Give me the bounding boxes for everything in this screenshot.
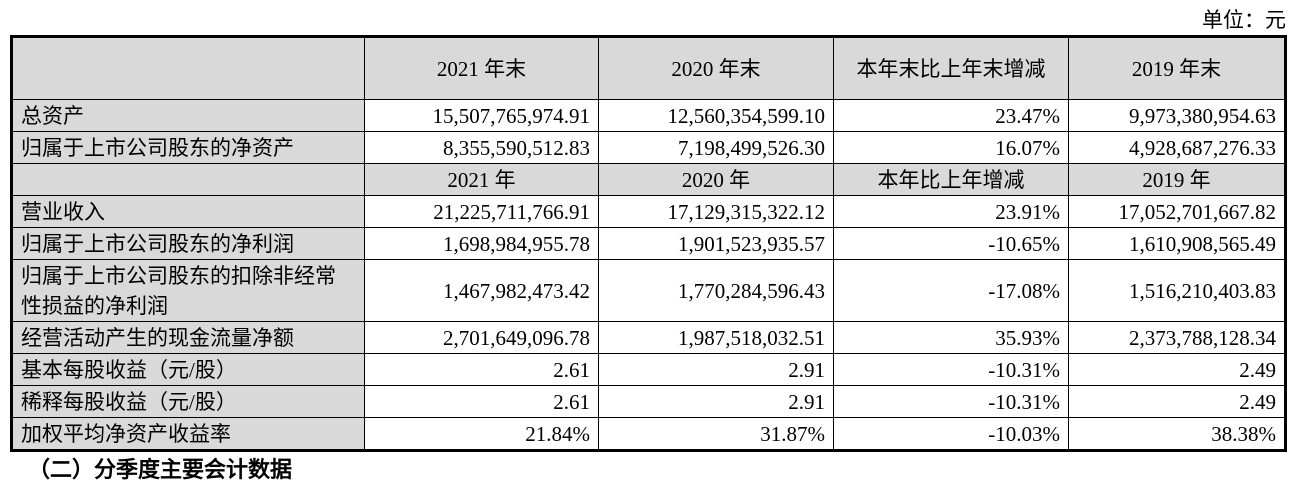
row-label: 经营活动产生的现金流量净额 (11, 321, 365, 354)
table-cell: 2,701,649,096.78 (364, 321, 599, 354)
table-row: 归属于上市公司股东的净利润 1,698,984,955.78 1,901,523,9… (11, 227, 1286, 260)
table-cell: 2.91 (598, 353, 834, 386)
table-cell: 2.61 (364, 385, 599, 418)
table-cell: -10.31% (833, 353, 1069, 386)
column-header: 本年末比上年末增减 (833, 36, 1069, 100)
table-cell: 15,507,765,974.91 (364, 99, 599, 132)
table-cell: -17.08% (833, 259, 1069, 322)
table-cell: -10.65% (833, 227, 1069, 260)
table-cell: 16.07% (833, 131, 1069, 164)
table-cell: 17,129,315,322.12 (598, 195, 834, 228)
column-header: 2021 年末 (364, 36, 599, 100)
column-header (11, 36, 365, 100)
table-cell: 1,770,284,596.43 (598, 259, 834, 322)
unit-label: 单位：元 (1202, 8, 1286, 32)
table-cell: 21,225,711,766.91 (364, 195, 599, 228)
row-label: 营业收入 (11, 195, 365, 228)
table-cell: 2.91 (598, 385, 834, 418)
column-header: 2019 年 (1068, 163, 1286, 196)
row-label: 归属于上市公司股东的扣除非经常性损益的净利润 (11, 259, 365, 322)
table-cell: 1,698,984,955.78 (364, 227, 599, 260)
table-cell: 2.61 (364, 353, 599, 386)
table-row: 加权平均净资产收益率 21.84% 31.87% -10.03% 38.38% (11, 417, 1286, 451)
table-cell: 2,373,788,128.34 (1068, 321, 1286, 354)
header-row: 2021 年末 2020 年末 本年末比上年末增减 2019 年末 (11, 36, 1286, 100)
table-cell: -10.31% (833, 385, 1069, 418)
table-cell: 12,560,354,599.10 (598, 99, 834, 132)
row-label: 归属于上市公司股东的净资产 (11, 131, 365, 164)
table-cell: 1,610,908,565.49 (1068, 227, 1286, 260)
table-row: 总资产 15,507,765,974.91 12,560,354,599.10 23.… (11, 99, 1286, 132)
table-row: 基本每股收益（元/股） 2.61 2.91 -10.31% 2.49 (11, 353, 1286, 386)
table-cell: 4,928,687,276.33 (1068, 131, 1286, 164)
table-row: 稀释每股收益（元/股） 2.61 2.91 -10.31% 2.49 (11, 385, 1286, 418)
table-cell: 2.49 (1068, 353, 1286, 386)
table-row: 营业收入 21,225,711,766.91 17,129,315,322.12 23… (11, 195, 1286, 228)
table-cell: 23.91% (833, 195, 1069, 228)
table-cell: 1,516,210,403.83 (1068, 259, 1286, 322)
column-header: 2019 年末 (1068, 36, 1286, 100)
table-cell: 31.87% (598, 417, 834, 451)
table-cell: 7,198,499,526.30 (598, 131, 834, 164)
row-label: 总资产 (11, 99, 365, 132)
column-header: 2021 年 (364, 163, 599, 196)
table-cell: 38.38% (1068, 417, 1286, 451)
row-label: 加权平均净资产收益率 (11, 417, 365, 451)
row-label: 基本每股收益（元/股） (11, 353, 365, 386)
column-header: 2020 年 (598, 163, 834, 196)
financial-data-table: 2021 年末 2020 年末 本年末比上年末增减 2019 年末 总资产 15,507,… (10, 35, 1287, 452)
table-cell: 2.49 (1068, 385, 1286, 418)
table-cell: 35.93% (833, 321, 1069, 354)
table-cell: 21.84% (364, 417, 599, 451)
table-cell: 23.47% (833, 99, 1069, 132)
table-cell: 17,052,701,667.82 (1068, 195, 1286, 228)
table-row: 经营活动产生的现金流量净额 2,701,649,096.78 1,987,518,0… (11, 321, 1286, 354)
row-label: 稀释每股收益（元/股） (11, 385, 365, 418)
table-cell: 1,987,518,032.51 (598, 321, 834, 354)
table-row: 归属于上市公司股东的扣除非经常性损益的净利润 1,467,982,473.42 1,… (11, 259, 1286, 322)
table-cell: 1,901,523,935.57 (598, 227, 834, 260)
table-cell: 8,355,590,512.83 (364, 131, 599, 164)
row-label: 归属于上市公司股东的净利润 (11, 227, 365, 260)
section-heading: （二）分季度主要会计数据 (28, 458, 293, 483)
column-header: 本年比上年增减 (833, 163, 1069, 196)
table-cell: -10.03% (833, 417, 1069, 451)
column-header (11, 163, 365, 196)
column-header: 2020 年末 (598, 36, 834, 100)
table-cell: 9,973,380,954.63 (1068, 99, 1286, 132)
header-row: 2021 年 2020 年本年比上年增减 2019 年 (11, 163, 1286, 196)
table-cell: 1,467,982,473.42 (364, 259, 599, 322)
table-row: 归属于上市公司股东的净资产 8,355,590,512.83 7,198,499,5… (11, 131, 1286, 164)
